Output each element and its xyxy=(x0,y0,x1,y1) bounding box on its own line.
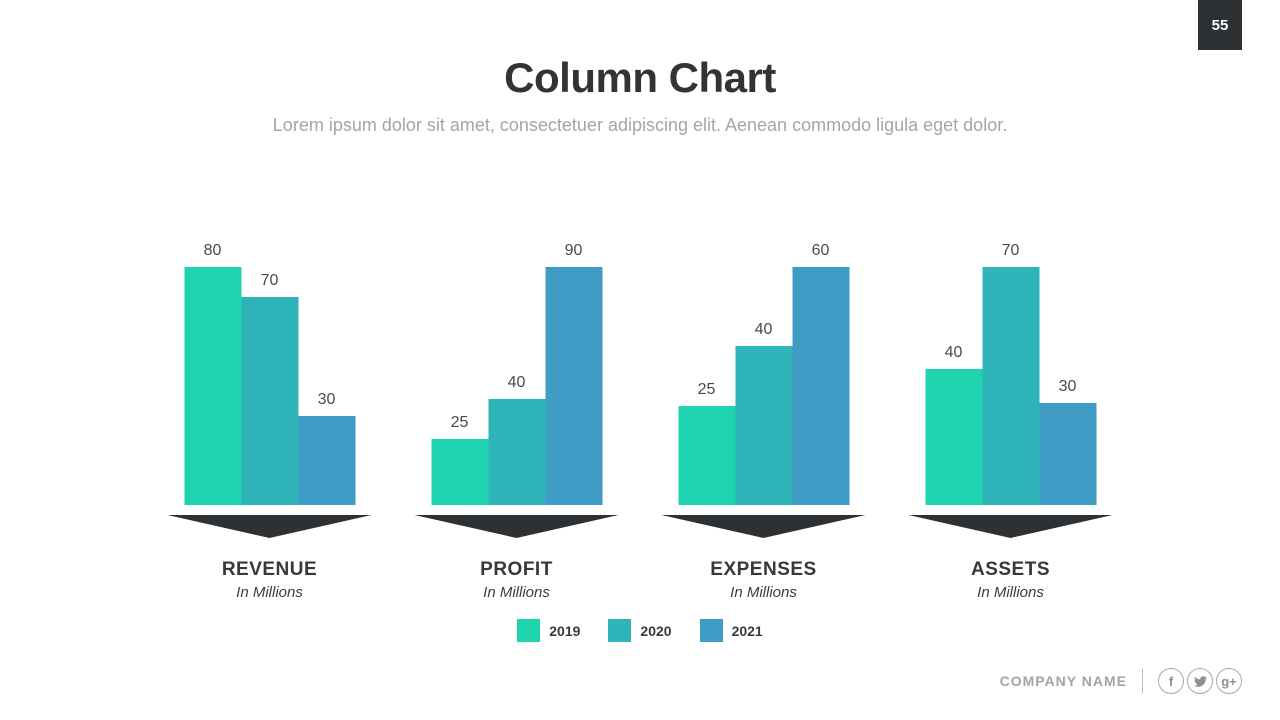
down-arrow-shape xyxy=(167,515,372,538)
chart-groups: 80 70 30 REVENUE In Millions 25 40 90 PROFIT In M… xyxy=(167,240,1113,601)
bar-cluster: 40 70 30 xyxy=(925,240,1096,505)
bar xyxy=(792,267,849,505)
legend-item: 2020 xyxy=(608,619,672,642)
chart-group: 40 70 30 ASSETS In Millions xyxy=(908,240,1113,601)
company-name: COMPANY NAME xyxy=(999,673,1127,689)
page-title: Column Chart xyxy=(504,54,776,101)
bar-value-label: 40 xyxy=(944,344,963,361)
bar-column: 40 xyxy=(488,374,545,505)
slide-header: Column Chart Lorem ipsum dolor sit amet,… xyxy=(0,54,1280,136)
group-sublabel: In Millions xyxy=(483,584,550,601)
bar-value-label: 70 xyxy=(260,272,279,289)
bar-column: 70 xyxy=(241,272,298,505)
chart-group: 80 70 30 REVENUE In Millions xyxy=(167,240,372,601)
legend-item: 2021 xyxy=(699,619,763,642)
bar-cluster: 25 40 60 xyxy=(678,240,849,505)
bar-column: 25 xyxy=(431,414,488,505)
bar-value-label: 40 xyxy=(754,321,773,338)
footer-divider xyxy=(1142,669,1143,693)
bar-column: 30 xyxy=(298,391,355,505)
bar-column: 40 xyxy=(735,321,792,505)
bar xyxy=(431,439,488,505)
bar-value-label: 40 xyxy=(507,374,526,391)
legend-swatch xyxy=(517,619,541,642)
bar-value-label: 70 xyxy=(1001,242,1020,259)
group-sublabel: In Millions xyxy=(977,584,1044,601)
legend-label: 2020 xyxy=(640,622,672,639)
bar xyxy=(545,267,602,505)
google-plus-icon[interactable]: g+ xyxy=(1216,668,1242,694)
legend-label: 2021 xyxy=(731,622,763,639)
bar xyxy=(1039,403,1096,505)
group-label: ASSETS xyxy=(970,559,1051,580)
bar-cluster: 25 40 90 xyxy=(431,240,602,505)
bar xyxy=(184,267,241,505)
bar-value-label: 90 xyxy=(564,242,583,259)
legend-swatch xyxy=(699,619,723,642)
bar-column: 60 xyxy=(792,242,849,505)
bar-value-label: 30 xyxy=(1058,378,1077,395)
bar-value-label: 25 xyxy=(697,381,716,398)
bar xyxy=(735,346,792,505)
page-subtitle: Lorem ipsum dolor sit amet, consectetuer… xyxy=(272,115,1008,136)
bar xyxy=(298,416,355,505)
twitter-icon[interactable] xyxy=(1187,668,1213,694)
bar-value-label: 80 xyxy=(203,242,222,259)
bar-column: 90 xyxy=(545,242,602,505)
page-number: 55 xyxy=(1211,16,1229,34)
group-sublabel: In Millions xyxy=(730,584,797,601)
bar-column: 70 xyxy=(982,242,1039,505)
bar xyxy=(925,369,982,505)
bar-column: 30 xyxy=(1039,378,1096,505)
legend-item: 2019 xyxy=(517,619,580,642)
bar-column: 80 xyxy=(184,242,241,505)
bar xyxy=(488,399,545,505)
legend-swatch xyxy=(608,619,632,642)
bar-value-label: 60 xyxy=(811,242,830,259)
group-label: EXPENSES xyxy=(710,559,817,580)
facebook-icon[interactable]: f xyxy=(1158,668,1184,694)
chart-group: 25 40 90 PROFIT In Millions xyxy=(414,240,619,601)
group-label: PROFIT xyxy=(480,559,553,580)
chart-group: 25 40 60 EXPENSES In Millions xyxy=(661,240,866,601)
chart-legend: 2019 2020 2021 xyxy=(0,619,1280,642)
down-arrow-shape xyxy=(661,515,866,538)
bar-column: 25 xyxy=(678,381,735,505)
group-label: REVENUE xyxy=(221,559,318,580)
down-arrow-shape xyxy=(908,515,1113,538)
group-sublabel: In Millions xyxy=(236,584,303,601)
bar-value-label: 30 xyxy=(317,391,336,408)
bar-value-label: 25 xyxy=(450,414,469,431)
bar-cluster: 80 70 30 xyxy=(184,240,355,505)
bar-column: 40 xyxy=(925,344,982,505)
down-arrow-shape xyxy=(414,515,619,538)
twitter-bird-glyph xyxy=(1193,675,1207,687)
legend-label: 2019 xyxy=(549,622,581,639)
social-icons: f g+ xyxy=(1158,668,1242,694)
bar xyxy=(982,267,1039,505)
page-number-badge: 55 xyxy=(1198,0,1242,50)
footer: COMPANY NAME f g+ xyxy=(1000,668,1242,694)
bar xyxy=(678,406,735,505)
bar xyxy=(241,297,298,505)
